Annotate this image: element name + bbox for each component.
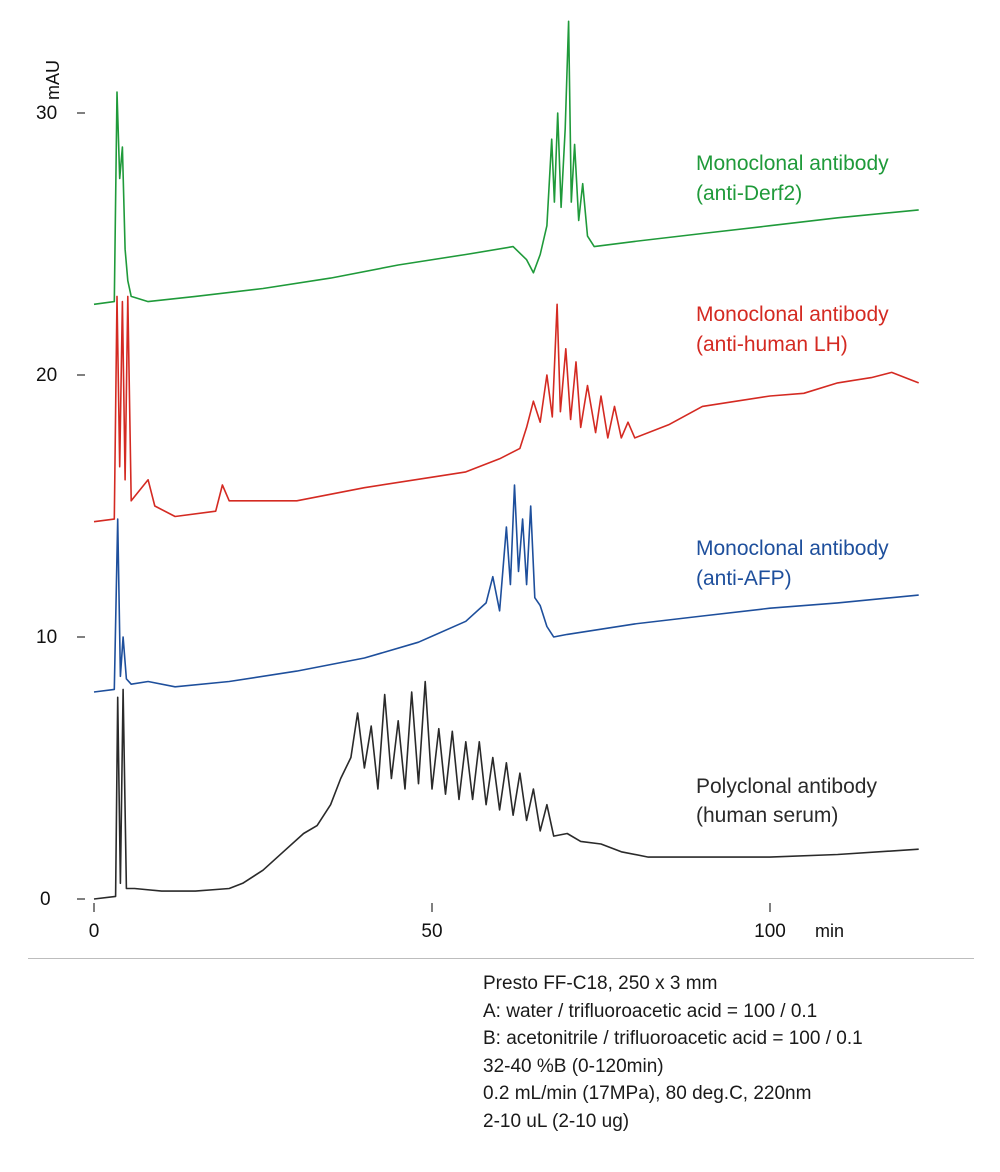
x-axis-unit-label: min xyxy=(815,921,844,941)
condition-injection: 2-10 uL (2-10 ug) xyxy=(483,1110,630,1132)
series-label-human-serum-line1: Polyclonal antibody xyxy=(696,775,877,798)
y-axis-unit-label: mAU xyxy=(43,60,63,100)
condition-flow-temp-detection: 0.2 mL/min (17MPa), 80 deg.C, 220nm xyxy=(483,1083,812,1104)
series-label-anti-human-lh-line1: Monoclonal antibody xyxy=(696,303,889,326)
series-label-anti-derf2-line1: Monoclonal antibody xyxy=(696,152,889,175)
trace-human-serum xyxy=(93,680,919,900)
trace-anti-human-lh xyxy=(93,295,919,523)
y-tick-label-10: 10 xyxy=(36,627,57,648)
x-tick-label-50: 50 xyxy=(421,921,442,942)
chromatogram-chart: mAU 0 10 20 30 0 50 100 min Monoclonal a… xyxy=(36,20,919,942)
series-label-anti-derf2-line2: (anti-Derf2) xyxy=(696,182,802,205)
y-tick-label-0: 0 xyxy=(40,889,51,910)
series-labels: Monoclonal antibody (anti-Derf2) Monoclo… xyxy=(696,152,889,827)
condition-gradient: 32-40 %B (0-120min) xyxy=(483,1055,664,1077)
condition-mobile-phase-b: B: acetonitrile / trifluoroacetic acid =… xyxy=(483,1028,863,1049)
series-label-anti-human-lh-line2: (anti-human LH) xyxy=(696,333,848,356)
condition-column: Presto FF-C18, 250 x 3 mm xyxy=(483,973,718,994)
y-axis: mAU 0 10 20 30 xyxy=(36,60,85,910)
x-axis: 0 50 100 min xyxy=(89,903,844,942)
trace-anti-afp xyxy=(93,484,919,693)
traces xyxy=(93,20,919,900)
series-label-anti-afp-line1: Monoclonal antibody xyxy=(696,537,889,560)
condition-mobile-phase-a: A: water / trifluoroacetic acid = 100 / … xyxy=(483,1000,818,1022)
x-tick-label-100: 100 xyxy=(754,921,786,942)
series-label-anti-afp-line2: (anti-AFP) xyxy=(696,567,792,590)
divider-line xyxy=(28,958,974,959)
x-tick-label-0: 0 xyxy=(89,921,100,942)
conditions-block: Presto FF-C18, 250 x 3 mm A: water / tri… xyxy=(483,970,863,1135)
y-tick-label-30: 30 xyxy=(36,103,57,124)
series-label-human-serum-line2: (human serum) xyxy=(696,804,838,827)
trace-anti-derf2 xyxy=(93,20,919,306)
y-tick-label-20: 20 xyxy=(36,365,57,386)
